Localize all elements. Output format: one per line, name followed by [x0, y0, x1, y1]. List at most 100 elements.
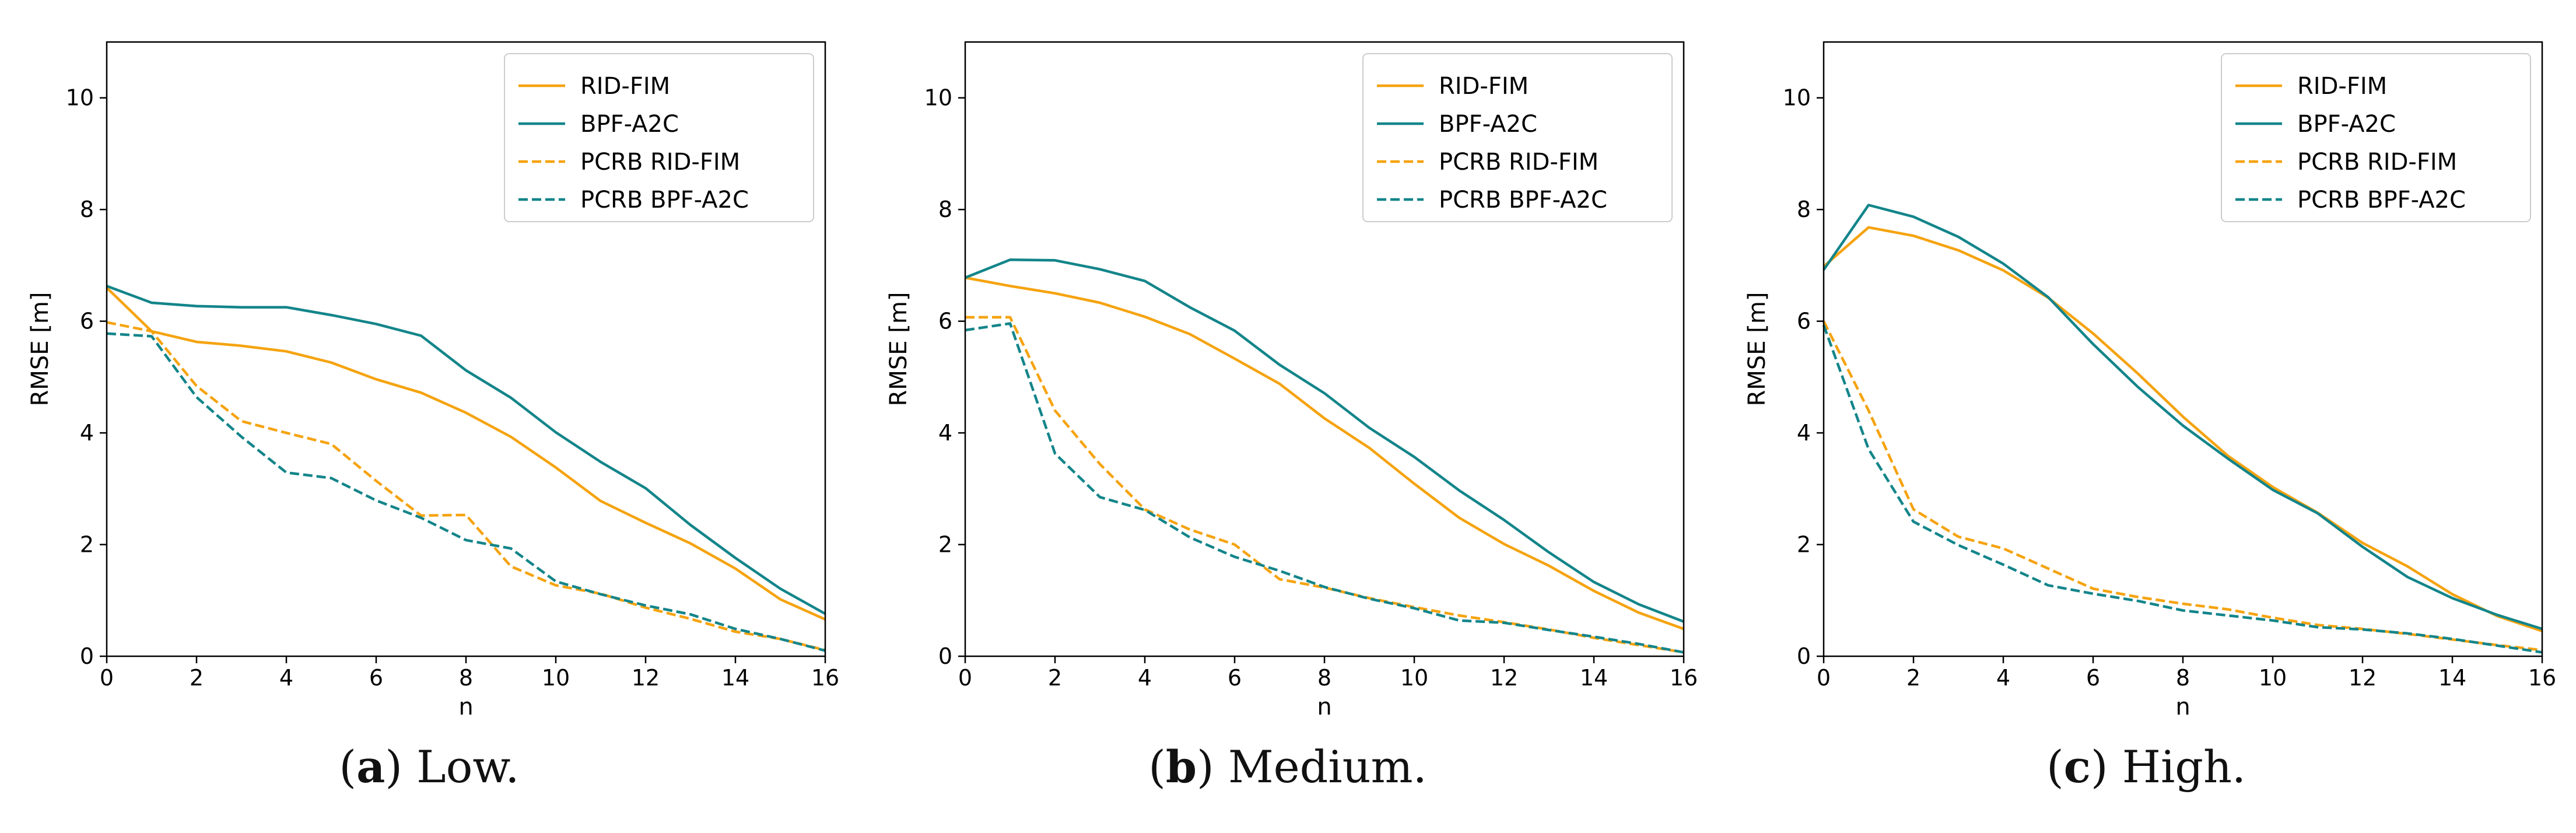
- y-tick-label: 10: [66, 85, 94, 111]
- x-tick-label: 8: [459, 665, 473, 691]
- y-axis-label: RMSE [m]: [885, 292, 912, 407]
- x-tick-label: 10: [2259, 665, 2287, 691]
- panel-a: 0 2 4 6 8 10 12 14 16 0 2 4 6 8 10 n RMSE [m] RID-FIM BPF-…: [0, 0, 858, 833]
- x-tick-label: 4: [1138, 665, 1152, 691]
- y-tick-label: 2: [1797, 532, 1811, 558]
- x-tick-label: 12: [2349, 665, 2377, 691]
- series-line: [965, 322, 1684, 654]
- series-line: [106, 332, 826, 652]
- series-group: [106, 285, 826, 652]
- legend-label: PCRB RID-FIM: [1439, 149, 1599, 176]
- y-tick-label: 2: [80, 532, 94, 558]
- y-tick-label: 10: [1783, 85, 1811, 111]
- x-tick-label: 0: [958, 665, 972, 691]
- series-line: [965, 316, 1684, 654]
- series-line: [106, 286, 826, 621]
- x-tick-label: 6: [369, 665, 383, 691]
- x-tick-label: 16: [811, 665, 839, 691]
- legend-label: PCRB BPF-A2C: [1439, 187, 1607, 214]
- x-tick-label: 0: [1817, 665, 1831, 691]
- series-group: [965, 258, 1684, 654]
- legend-label: BPF-A2C: [2297, 111, 2396, 138]
- legend-label: PCRB RID-FIM: [2297, 149, 2457, 176]
- y-axis-label: RMSE [m]: [27, 292, 54, 407]
- x-tick-label: 16: [1670, 665, 1698, 691]
- legend-box: [1362, 53, 1673, 222]
- chart-high: 0 2 4 6 8 10 12 14 16 0 2 4 6 8 10 n RMSE [m] RID-FIM BPF-…: [1744, 41, 2556, 720]
- chart-medium: 0 2 4 6 8 10 12 14 16 0 2 4 6 8 10 n RMSE [m] RID-FIM BPF-…: [885, 41, 1698, 720]
- chart-low: 0 2 4 6 8 10 12 14 16 0 2 4 6 8 10 n RMSE [m] RID-FIM BPF-…: [27, 41, 839, 720]
- legend-box: [504, 53, 814, 222]
- y-axis-label: RMSE [m]: [1744, 292, 1771, 407]
- series-group: [1822, 204, 2543, 654]
- y-tick-label: 0: [80, 643, 94, 669]
- x-tick-label: 2: [1048, 665, 1062, 691]
- x-tick-label: 14: [721, 665, 749, 691]
- panel-c: 0 2 4 6 8 10 12 14 16 0 2 4 6 8 10 n RMSE [m] RID-FIM BPF-…: [1717, 0, 2575, 833]
- x-tick-label: 14: [2438, 665, 2466, 691]
- panel-b: 0 2 4 6 8 10 12 14 16 0 2 4 6 8 10 n RMSE [m] RID-FIM BPF-…: [858, 0, 1717, 833]
- legend-label: PCRB RID-FIM: [580, 149, 740, 176]
- x-tick-label: 10: [542, 665, 570, 691]
- caption-text: Low.: [402, 741, 520, 793]
- series-line: [1822, 320, 2543, 652]
- legend-label: PCRB BPF-A2C: [2297, 187, 2466, 214]
- x-tick-label: 12: [632, 665, 660, 691]
- series-line: [1823, 204, 2543, 631]
- y-tick-label: 8: [938, 197, 952, 222]
- legend-label: BPF-A2C: [580, 111, 679, 138]
- series-line: [965, 276, 1684, 631]
- legend-label: BPF-A2C: [1439, 111, 1537, 138]
- x-tick-label: 14: [1580, 665, 1608, 691]
- x-axis-label: n: [458, 694, 473, 720]
- series-line: [1822, 324, 2543, 654]
- y-tick-label: 6: [1797, 309, 1811, 334]
- y-tick-label: 8: [1797, 197, 1811, 222]
- caption-b: (b) Medium.: [1148, 741, 1427, 793]
- caption-text: High.: [2108, 741, 2246, 793]
- caption-text: Medium.: [1214, 741, 1427, 793]
- caption-a: (a) Low.: [339, 741, 520, 793]
- x-tick-label: 6: [2086, 665, 2100, 691]
- x-tick-label: 2: [190, 665, 204, 691]
- y-tick-label: 8: [80, 197, 94, 222]
- legend: RID-FIM BPF-A2C PCRB RID-FIM PCRB BPF-A2C: [504, 53, 814, 222]
- y-tick-label: 6: [80, 309, 94, 334]
- x-tick-label: 6: [1228, 665, 1242, 691]
- x-tick-label: 2: [1906, 665, 1920, 691]
- caption-c: (c) High.: [2046, 741, 2246, 793]
- y-tick-label: 2: [938, 532, 952, 558]
- caption-letter: c: [2063, 741, 2091, 793]
- x-tick-label: 12: [1490, 665, 1518, 691]
- y-tick-label: 0: [1797, 643, 1811, 669]
- legend-label: RID-FIM: [2297, 73, 2387, 100]
- x-tick-label: 0: [100, 665, 114, 691]
- series-line: [106, 285, 826, 615]
- x-tick-label: 4: [279, 665, 293, 691]
- y-tick-label: 4: [80, 420, 94, 446]
- legend-box: [2221, 53, 2531, 222]
- legend-label: RID-FIM: [580, 73, 670, 100]
- caption-letter: b: [1165, 741, 1197, 793]
- y-tick-label: 4: [938, 420, 952, 446]
- series-line: [1823, 226, 2543, 633]
- legend-label: PCRB BPF-A2C: [580, 187, 749, 214]
- caption-letter: a: [356, 741, 385, 793]
- x-axis-label: n: [2175, 694, 2190, 720]
- x-tick-label: 10: [1400, 665, 1428, 691]
- series-line: [965, 258, 1684, 623]
- legend-label: RID-FIM: [1439, 73, 1529, 100]
- x-tick-label: 16: [2528, 665, 2556, 691]
- x-tick-label: 8: [1317, 665, 1331, 691]
- legend: RID-FIM BPF-A2C PCRB RID-FIM PCRB BPF-A2C: [2221, 53, 2531, 222]
- x-tick-label: 8: [2176, 665, 2190, 691]
- x-axis-label: n: [1317, 694, 1331, 720]
- y-tick-label: 0: [938, 643, 952, 669]
- y-tick-label: 6: [938, 309, 952, 334]
- series-line: [106, 321, 826, 652]
- y-tick-label: 4: [1797, 420, 1811, 446]
- y-tick-label: 10: [924, 85, 952, 111]
- legend: RID-FIM BPF-A2C PCRB RID-FIM PCRB BPF-A2C: [1362, 53, 1673, 222]
- x-tick-label: 4: [1996, 665, 2010, 691]
